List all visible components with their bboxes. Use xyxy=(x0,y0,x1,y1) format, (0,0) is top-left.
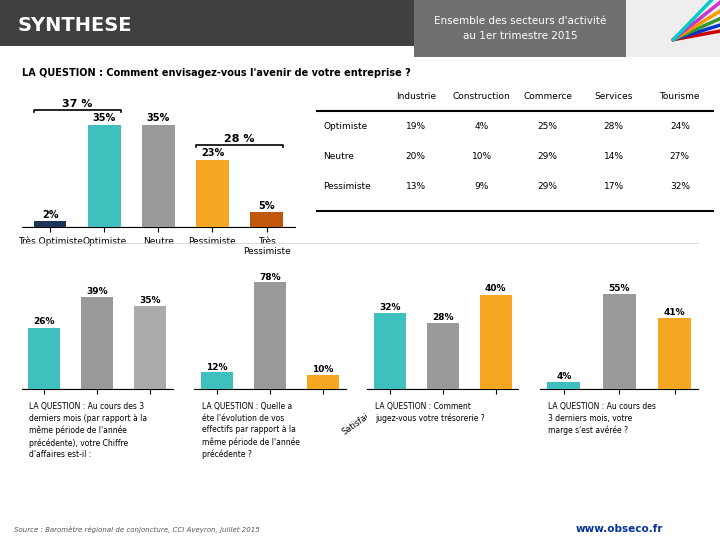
Text: Commerce: Commerce xyxy=(523,92,572,100)
Text: 20%: 20% xyxy=(406,152,426,161)
Text: 24%: 24% xyxy=(670,122,690,131)
Text: Tourisme: Tourisme xyxy=(660,92,700,100)
Text: 10%: 10% xyxy=(312,366,333,374)
Text: 25%: 25% xyxy=(538,122,558,131)
Bar xyxy=(81,297,113,389)
Text: 4%: 4% xyxy=(474,122,489,131)
Text: LA QUESTION : Quelle a
éte l'évolution de vos
effectifs par rapport à la
même pé: LA QUESTION : Quelle a éte l'évolution d… xyxy=(202,402,300,460)
Text: 10%: 10% xyxy=(472,152,492,161)
Text: SYNTHESE: SYNTHESE xyxy=(17,16,132,35)
Bar xyxy=(202,373,233,389)
Text: 28 %: 28 % xyxy=(224,134,255,144)
Text: 78%: 78% xyxy=(259,273,281,282)
Text: Neutre: Neutre xyxy=(323,152,354,161)
Text: 28%: 28% xyxy=(432,313,454,322)
Text: Optimiste: Optimiste xyxy=(323,122,368,131)
Text: 13%: 13% xyxy=(406,183,426,191)
Text: Construction: Construction xyxy=(453,92,510,100)
Text: 27%: 27% xyxy=(670,152,690,161)
Bar xyxy=(603,294,636,389)
Text: 35%: 35% xyxy=(139,296,161,305)
Text: Services: Services xyxy=(595,92,633,100)
Text: www.obseco.fr: www.obseco.fr xyxy=(576,524,664,534)
Text: LA QUESTION : Comment envisagez-vous l'avenir de votre entreprise ?: LA QUESTION : Comment envisagez-vous l'a… xyxy=(22,68,410,78)
Bar xyxy=(142,125,175,227)
Bar xyxy=(307,375,338,389)
Text: Pessimiste: Pessimiste xyxy=(323,183,371,191)
Bar xyxy=(251,212,283,227)
Text: Industrie: Industrie xyxy=(396,92,436,100)
Text: 14%: 14% xyxy=(604,152,624,161)
Bar xyxy=(254,282,286,389)
Text: 12%: 12% xyxy=(207,363,228,372)
Text: 19%: 19% xyxy=(406,122,426,131)
Text: 37 %: 37 % xyxy=(62,99,92,109)
Bar xyxy=(34,221,66,227)
Text: 29%: 29% xyxy=(538,183,558,191)
Text: 28%: 28% xyxy=(604,122,624,131)
Text: 17%: 17% xyxy=(604,183,624,191)
Text: 26%: 26% xyxy=(34,318,55,326)
Text: Ensemble des secteurs d'activité
au 1er trimestre 2015: Ensemble des secteurs d'activité au 1er … xyxy=(434,16,606,40)
Text: LA QUESTION : Au cours des
3 derniers mois, votre
marge s'est avérée ?: LA QUESTION : Au cours des 3 derniers mo… xyxy=(548,402,656,435)
Text: 35%: 35% xyxy=(147,113,170,123)
Text: 32%: 32% xyxy=(670,183,690,191)
Bar xyxy=(658,318,691,389)
Text: 39%: 39% xyxy=(86,287,108,296)
Text: 9%: 9% xyxy=(474,183,489,191)
Text: 5%: 5% xyxy=(258,201,275,211)
Text: LA QUESTION : Au cours des 3
derniers mois (par rapport à la
même période de l'a: LA QUESTION : Au cours des 3 derniers mo… xyxy=(29,402,148,460)
Text: 23%: 23% xyxy=(201,148,224,158)
Bar xyxy=(547,382,580,389)
Bar xyxy=(480,294,511,389)
Bar xyxy=(134,306,166,389)
Text: 55%: 55% xyxy=(608,284,630,293)
Bar xyxy=(197,160,229,227)
Text: 32%: 32% xyxy=(379,303,401,312)
Text: 29%: 29% xyxy=(538,152,558,161)
Bar xyxy=(427,323,459,389)
Text: 35%: 35% xyxy=(93,113,116,123)
Bar xyxy=(374,313,406,389)
Text: 2%: 2% xyxy=(42,210,58,219)
Text: Source : Baromètre régional de conjoncture, CCI Aveyron, juillet 2015: Source : Baromètre régional de conjonctu… xyxy=(14,526,260,533)
Text: 41%: 41% xyxy=(664,308,685,317)
Bar xyxy=(88,125,120,227)
Bar xyxy=(29,328,60,389)
Text: 4%: 4% xyxy=(556,372,572,381)
Text: 40%: 40% xyxy=(485,285,506,293)
Text: LA QUESTION : Comment
jugez-vous votre trésorerie ?: LA QUESTION : Comment jugez-vous votre t… xyxy=(374,402,485,423)
